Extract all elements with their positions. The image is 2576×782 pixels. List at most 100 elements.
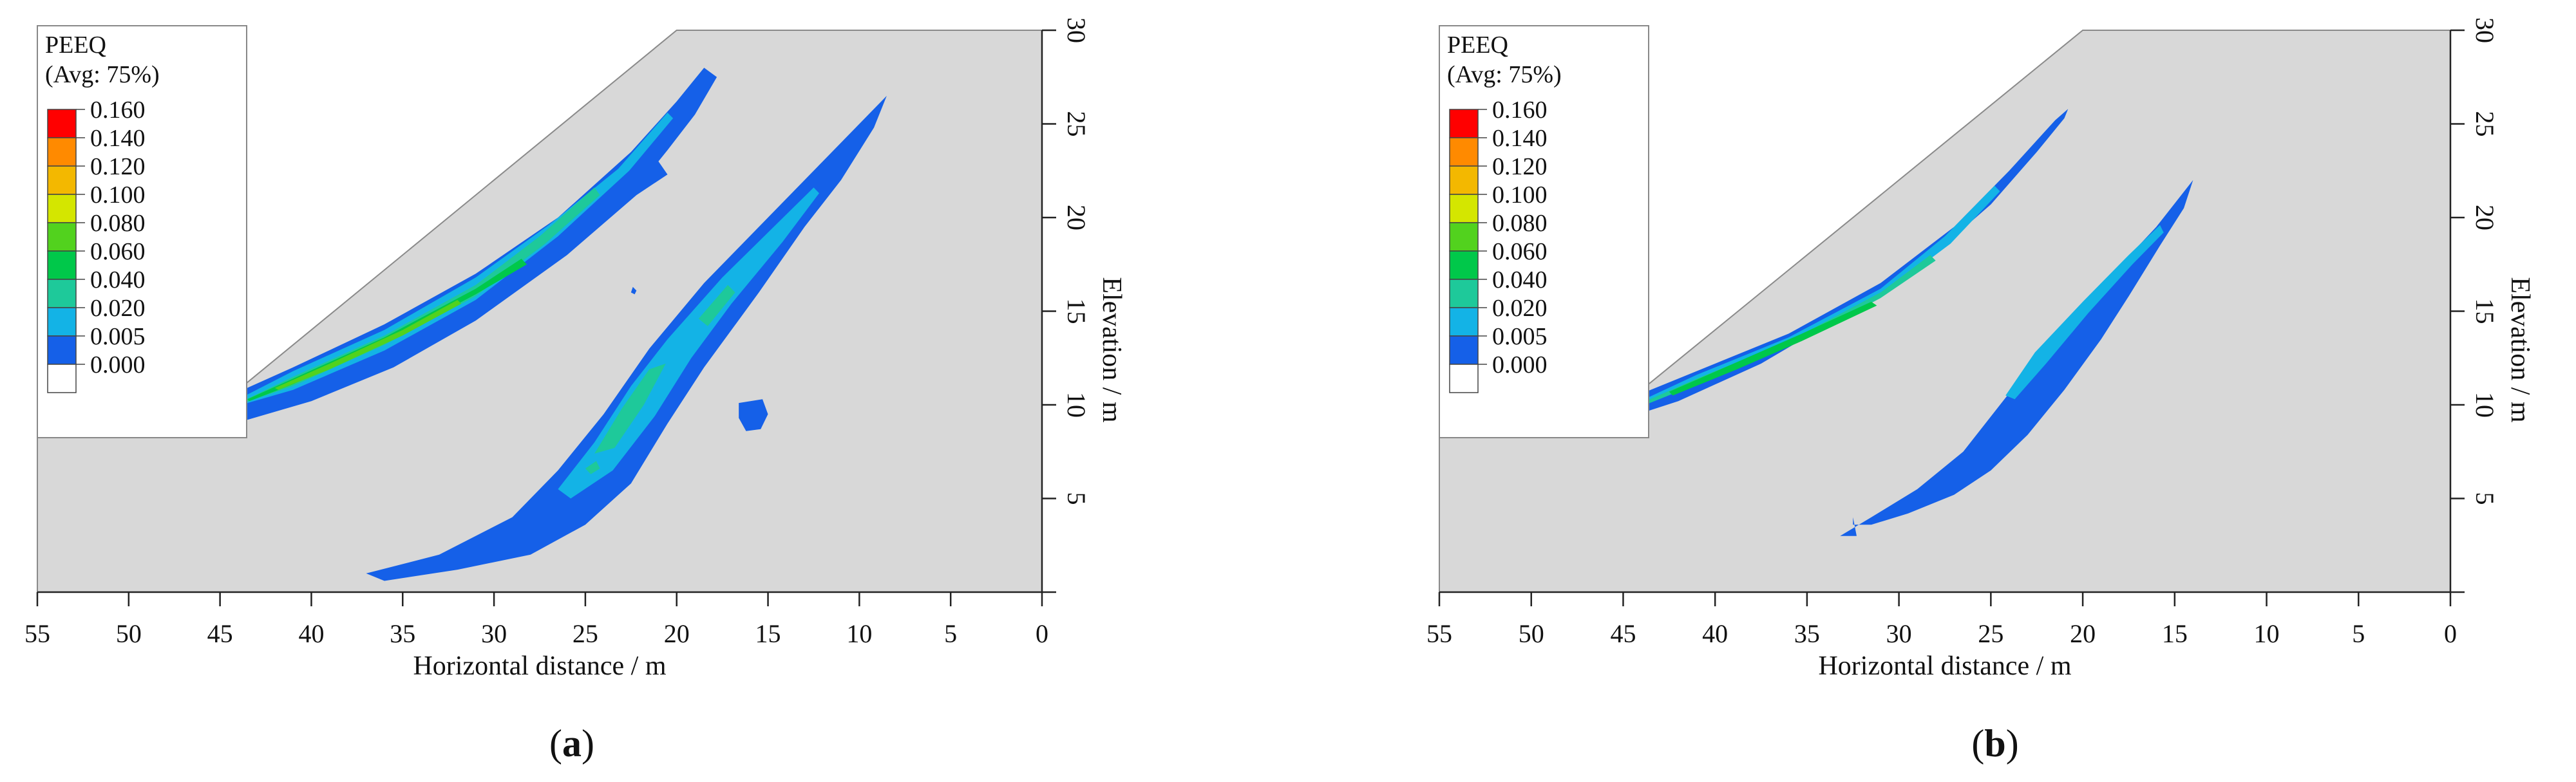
contour-band-9 [585,461,600,474]
y-tick-label: 5 [1062,492,1091,505]
legend-level-label: 0.000 [90,351,146,378]
legend-level-label: 0.080 [1492,210,1548,237]
legend: PEEQ(Avg: 75%)0.1600.1400.1200.1000.0800… [1439,25,1649,438]
x-tick-label: 45 [207,619,233,648]
panel-label-open: ( [1971,722,1984,765]
y-tick-label: 15 [1062,299,1091,324]
x-tick-label: 30 [1886,619,1912,648]
x-tick-label: 10 [2254,619,2280,648]
y-tick-label: 25 [1062,111,1091,137]
legend-level-label: 0.160 [90,97,146,124]
legend-level-label: 0.020 [1492,295,1548,322]
y-tick-label: 5 [2470,492,2499,505]
legend-swatch [1449,194,1479,223]
legend: PEEQ(Avg: 75%)0.1600.1400.1200.1000.0800… [37,25,247,438]
panel-label-close: ) [2006,722,2019,765]
contour-band-0 [211,68,717,420]
y-tick-label: 30 [1062,17,1091,43]
legend-swatch [47,279,77,308]
legend-swatch [47,307,77,337]
legend-subtitle: (Avg: 75%) [1447,61,1562,88]
x-tick-label: 15 [2162,619,2188,648]
panel-a: 55 50 45 40 35 30 25 20 15 10 5 051015202530Horizon… [24,17,1126,765]
contour-band-10 [739,399,768,431]
contour-band-7 [594,364,666,454]
x-tick-label: 5 [2352,619,2365,648]
legend-title: PEEQ [1447,32,1508,59]
x-tick-label: 5 [944,619,957,648]
legend-swatch [1449,137,1479,167]
legend-swatch [47,194,77,223]
legend-level-label: 0.005 [90,323,146,350]
legend-level-label: 0.060 [1492,238,1548,265]
legend-swatch [1449,222,1479,252]
legend-swatch [1449,165,1479,195]
y-tick-label: 10 [2470,392,2499,418]
legend-level-label: 0.005 [1492,323,1548,350]
legend-level-label: 0.120 [90,153,146,180]
x-tick-label: 25 [573,619,598,648]
legend-swatch [47,137,77,167]
panel-label: (b) [1971,722,2018,765]
legend-level-label: 0.060 [90,238,146,265]
x-axis-title: Horizontal distance / m [1818,651,2071,681]
y-tick-label: 30 [2470,17,2499,43]
x-tick-label: 55 [24,619,50,648]
legend-level-label: 0.140 [1492,125,1548,152]
legend-swatch [1449,109,1479,138]
contour-band-8 [698,284,735,326]
legend-subtitle: (Avg: 75%) [45,61,160,88]
legend-level-label: 0.000 [1492,351,1548,378]
x-tick-label: 50 [1519,619,1544,648]
y-axis-title: Elevation / m [2505,277,2535,423]
contour-band-3 [247,259,527,402]
legend-swatch [47,250,77,280]
legend-swatch [47,165,77,195]
legend-swatch [1449,250,1479,280]
legend-swatch [1449,335,1479,365]
legend-level-label: 0.080 [90,210,146,237]
contour-band-5 [2005,225,2164,400]
x-tick-label: 15 [755,619,781,648]
legend-swatch [1449,279,1479,308]
legend-level-label: 0.040 [1492,266,1548,293]
legend-swatch [47,364,77,393]
legend-swatch [47,109,77,138]
panel-label-letter: a [562,722,582,765]
x-tick-label: 20 [2070,619,2096,648]
x-axis-title: Horizontal distance / m [413,651,666,681]
y-tick-label: 10 [1062,392,1091,418]
x-tick-label: 25 [1978,619,2003,648]
panel-label-close: ) [582,722,594,765]
legend-swatch [47,222,77,252]
x-tick-label: 10 [846,619,872,648]
x-tick-label: 0 [2444,619,2457,648]
legend-title: PEEQ [45,32,106,59]
x-tick-label: 55 [1426,619,1452,648]
x-tick-label: 20 [664,619,690,648]
x-tick-label: 0 [1036,619,1048,648]
legend-swatch [1449,307,1479,337]
contour-band-4 [274,300,461,390]
x-tick-label: 45 [1610,619,1636,648]
x-tick-label: 30 [481,619,507,648]
x-tick-label: 40 [298,619,324,648]
y-axis-title: Elevation / m [1097,277,1126,423]
contour-band-5 [366,95,887,581]
legend-level-label: 0.120 [1492,153,1548,180]
legend-level-label: 0.020 [90,295,146,322]
legend-level-label: 0.140 [90,125,146,152]
legend-swatch [1449,364,1479,393]
legend-swatch [47,335,77,365]
legend-level-label: 0.100 [1492,182,1548,209]
y-tick-label: 20 [1062,205,1091,230]
panel-b: 55 50 45 40 35 30 25 20 15 10 5 051015202530Horizon… [1426,17,2535,765]
x-tick-label: 40 [1702,619,1728,648]
x-tick-label: 35 [390,619,415,648]
y-tick-label: 15 [2470,299,2499,324]
legend-level-label: 0.100 [90,182,146,209]
y-tick-label: 20 [2470,205,2499,230]
contour-band-3 [1669,301,1877,396]
panel-label-letter: b [1984,722,2005,765]
